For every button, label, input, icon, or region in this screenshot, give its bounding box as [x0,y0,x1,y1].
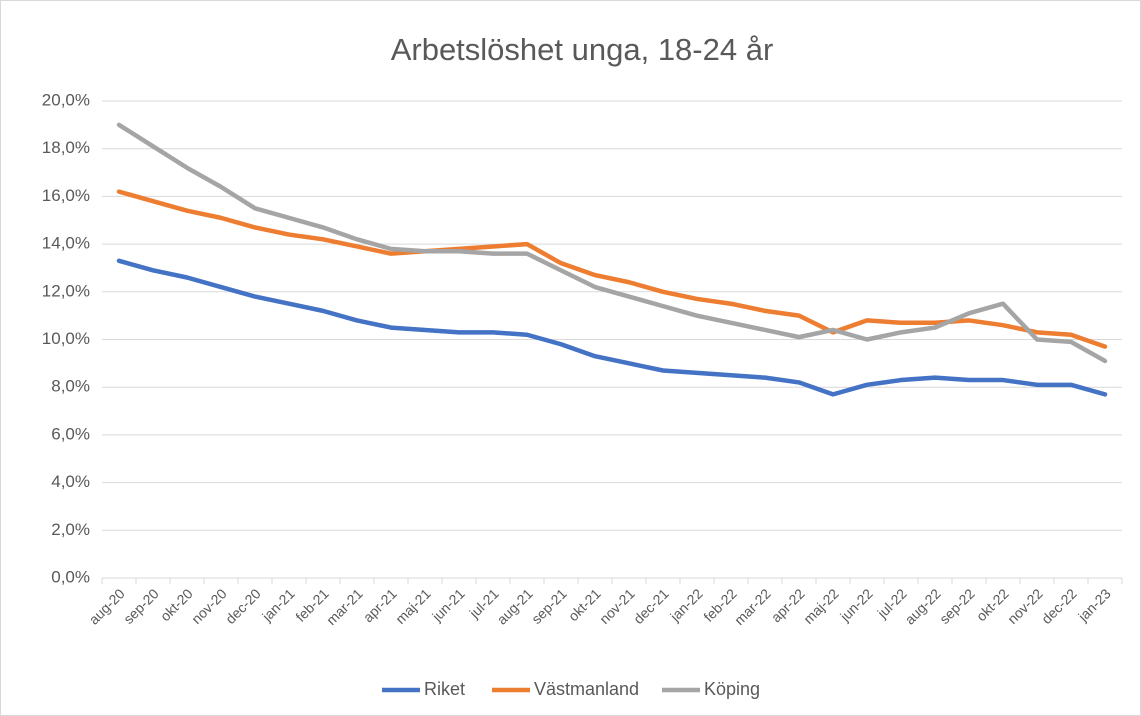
y-tick-label: 20,0% [42,90,90,109]
y-tick-label: 10,0% [42,329,90,348]
legend-label: Riket [424,679,465,699]
y-tick-label: 0,0% [51,567,90,586]
y-tick-label: 8,0% [51,377,90,396]
y-tick-label: 14,0% [42,234,90,253]
legend-label: Västmanland [534,679,639,699]
y-tick-label: 16,0% [42,186,90,205]
legend-label: Köping [704,679,760,699]
y-tick-label: 4,0% [51,472,90,491]
series-line [116,122,1108,364]
chart-title: Arbetslöshet unga, 18-24 år [391,32,774,67]
series-line [116,258,1108,397]
y-tick-label: 12,0% [42,281,90,300]
y-tick-label: 6,0% [51,424,90,443]
y-tick-label: 2,0% [51,520,90,539]
series-line [116,189,1108,349]
y-tick-label: 18,0% [42,138,90,157]
